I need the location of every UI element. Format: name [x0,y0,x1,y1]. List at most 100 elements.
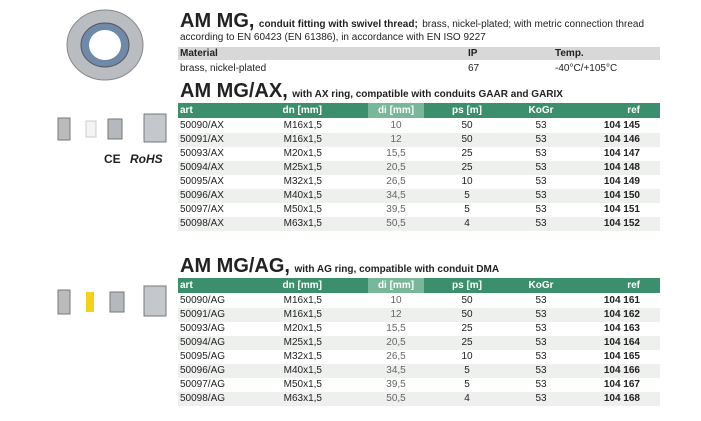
table-cell: M16x1,5 [283,134,322,145]
table-cell: 4 [464,218,470,229]
table-cell: 104 145 [603,120,640,131]
column-header: ref [627,105,640,116]
table-cell: 15,5 [386,148,406,159]
table-cell: M32x1,5 [283,351,322,362]
section-title-line: AM MG/AX, with AX ring, compatible with … [180,80,563,103]
table-row: 50097/AX M50x1,5 39,5 5 53 104 151 [178,203,660,217]
table-cell: M16x1,5 [283,120,322,131]
table-cell: 20,5 [386,162,406,173]
table-cell: 53 [535,190,547,201]
table-cell: 10 [461,351,473,362]
table-cell: 50090/AX [180,120,224,131]
table-cell: 53 [535,162,547,173]
table-cell: 50098/AX [180,218,224,229]
table-cell: 10 [461,176,473,187]
table-cell: 50096/AG [180,365,226,376]
table-cell: 20,5 [386,337,406,348]
column-header: art [180,280,193,291]
column-header: di [mm] [377,105,415,116]
table-cell: 104 146 [603,134,640,145]
table-cell: 104 168 [603,393,640,404]
product-images [57,9,167,317]
table-cell: 4 [464,393,470,404]
table-cell: M16x1,5 [283,295,322,306]
table-cell: M50x1,5 [283,379,322,390]
section-title-line: AM MG/AG, with AG ring, compatible with … [180,255,499,278]
title: AM MG, [180,10,255,32]
table-cell: 50096/AX [180,190,224,201]
table-row: 50091/AG M16x1,5 12 50 53 104 162 [178,308,660,322]
table-cell: 50095/AX [180,176,224,187]
table-cell: 53 [535,120,547,131]
table-cell: 104 161 [603,295,640,306]
table-cell: 50 [461,295,473,306]
column-header: dn [mm] [282,105,322,116]
table-cell: 53 [535,393,547,404]
table-cell: 104 163 [603,323,640,334]
table-cell: M16x1,5 [283,309,322,320]
table-cell: 34,5 [386,365,406,376]
table-cell: M63x1,5 [283,393,322,404]
table-row: 50096/AG M40x1,5 34,5 5 53 104 166 [178,364,660,378]
di-header-bg [368,278,424,293]
table-cell: M32x1,5 [283,176,322,187]
table-cell: 25 [461,323,473,334]
table-cell: 53 [535,365,547,376]
column-header: dn [mm] [282,280,322,291]
table-cell: M50x1,5 [283,204,322,215]
table-cell: M20x1,5 [283,148,322,159]
table-cell: 5 [464,204,470,215]
table-cell: 5 [464,365,470,376]
ce-logo: CE [104,152,121,166]
table-cell: 50097/AG [180,379,226,390]
table-cell: 50093/AX [180,148,224,159]
table-cell: 53 [535,351,547,362]
table-cell: 25 [461,337,473,348]
table-cell: 50090/AG [180,295,226,306]
table-cell: M63x1,5 [283,218,322,229]
table-row: 50094/AX M25x1,5 20,5 25 53 104 148 [178,161,660,175]
material-col-header: IP [468,48,478,59]
description: brass, nickel-plated; with metric connec… [422,19,645,30]
table-cell: 50094/AG [180,337,226,348]
table-cell: 53 [535,309,547,320]
material-cell: brass, nickel-plated [180,63,267,74]
table-cell: 104 165 [603,351,640,362]
table-cell: 15,5 [386,323,406,334]
table-cell: 104 166 [603,365,640,376]
table-cell: 50091/AX [180,134,224,145]
table-cell: 50094/AX [180,162,224,173]
table-row: 50095/AG M32x1,5 26,5 10 53 104 165 [178,350,660,364]
column-header: ref [627,280,640,291]
column-header: art [180,105,193,116]
material-cell: 67 [468,63,480,74]
table-cell: 53 [535,295,547,306]
table-row: 50090/AG M16x1,5 10 50 53 104 161 [178,294,660,308]
table-cell: 26,5 [386,176,406,187]
material-col-header: Material [180,48,218,59]
table-cell: 50,5 [386,393,406,404]
table-cell: 26,5 [386,351,406,362]
di-header-bg [368,103,424,118]
table-cell: 5 [464,190,470,201]
table-cell: 104 147 [603,148,640,159]
table-cell: 10 [390,295,402,306]
column-header: KoGr [528,280,554,291]
table-cell: 53 [535,176,547,187]
material-col-header: Temp. [555,48,584,59]
section-subtitle: with AG ring, compatible with conduit DM… [294,264,500,275]
table-cell: 50095/AG [180,351,226,362]
table-cell: M40x1,5 [283,190,322,201]
table-cell: M25x1,5 [283,337,322,348]
table-cell: 39,5 [386,204,406,215]
table-row: 50095/AX M32x1,5 26,5 10 53 104 149 [178,175,660,189]
table-header: art dn [mm] di [mm] ps [m] KoGr ref [178,278,660,293]
table-cell: 104 151 [603,204,640,215]
table-cell: 50 [461,309,473,320]
table-cell: 50097/AX [180,204,224,215]
section-subtitle: with AX ring, compatible with conduits G… [292,89,563,100]
table-cell: M20x1,5 [283,323,322,334]
table-cell: 104 167 [603,379,640,390]
rohs-logo: RoHS [130,152,163,166]
